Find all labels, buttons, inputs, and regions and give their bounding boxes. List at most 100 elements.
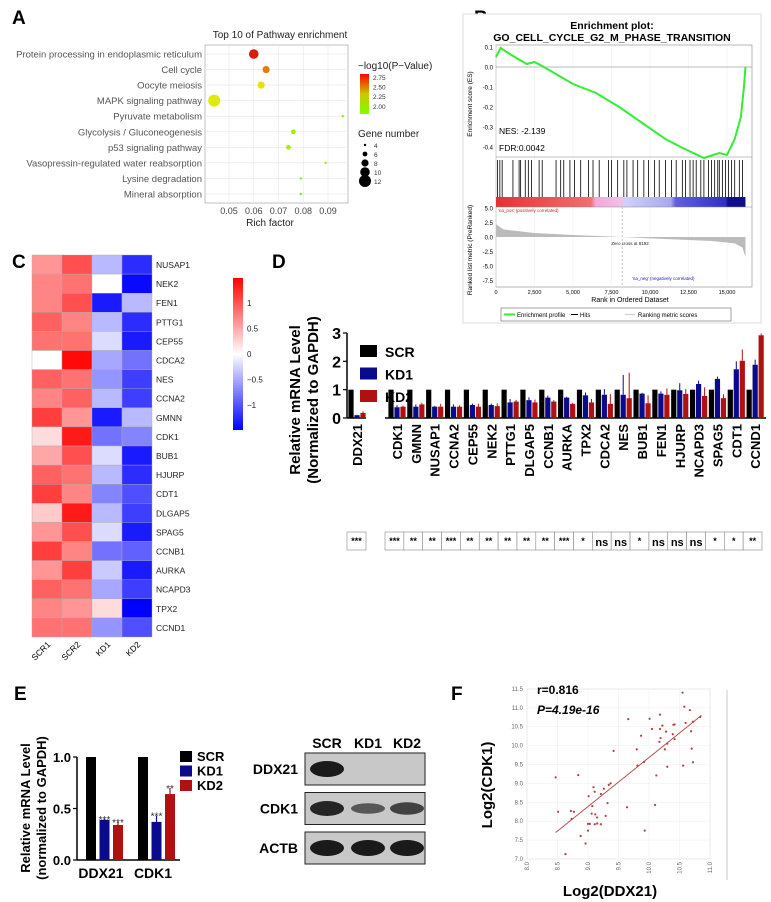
heatmap-cell xyxy=(61,331,93,351)
western-blot: SCR KD1 KD2 DDX21 CDK1 ACTB xyxy=(253,735,426,865)
heatmap-cell xyxy=(61,522,93,542)
bar xyxy=(494,406,500,418)
panel-frame xyxy=(462,13,762,324)
row-label: BUB1 xyxy=(156,451,178,461)
row-label: CCNB1 xyxy=(156,547,185,557)
correlation-text: r=0.816 xyxy=(537,683,579,697)
y-tick-label: 0.5 xyxy=(53,802,71,817)
heatmap-cell xyxy=(31,350,63,370)
heatmap-cell xyxy=(121,426,153,447)
bar xyxy=(739,360,745,418)
color-scale-tick: −1 xyxy=(247,401,257,410)
heatmap-cell xyxy=(91,407,123,428)
color-legend-bar xyxy=(360,74,369,114)
protein-label: CDK1 xyxy=(260,801,298,817)
y2-tick-label: 5.0 xyxy=(485,207,494,213)
correlation-color-bar xyxy=(496,197,746,207)
y2-tick-label: 2.5 xyxy=(485,221,494,227)
bar xyxy=(488,404,494,418)
data-point xyxy=(666,742,669,745)
x-tick-label: 10,000 xyxy=(642,290,659,296)
data-point xyxy=(663,748,666,751)
data-point xyxy=(596,816,599,819)
significance-label: *** xyxy=(351,536,362,546)
x-tick-label: NCAPD3 xyxy=(692,424,707,477)
bar xyxy=(758,335,764,418)
x-tick-label: 2,500 xyxy=(528,290,542,296)
bar xyxy=(551,401,557,418)
significance-label: ** xyxy=(429,536,437,546)
heatmap-cell xyxy=(91,484,123,504)
heatmap-cell xyxy=(91,464,123,485)
x-tick-label: SPAG5 xyxy=(710,424,725,467)
heatmap-cell xyxy=(31,331,63,351)
heatmap-cell xyxy=(121,254,153,275)
bar xyxy=(746,389,752,418)
x-tick-label: NEK2 xyxy=(484,424,499,459)
bar xyxy=(394,407,400,418)
significance-label: ns xyxy=(614,537,627,549)
legend-label-profile: Enrichment profile xyxy=(517,313,566,319)
heatmap-cell xyxy=(121,388,153,409)
data-point xyxy=(612,749,615,752)
heatmap-cell xyxy=(31,369,63,389)
zero-cross-label: Zero cross at 8192 xyxy=(611,241,649,246)
row-label: CDK1 xyxy=(156,432,179,442)
significance-label: ** xyxy=(166,784,174,795)
bar xyxy=(501,389,507,418)
row-label: SPAG5 xyxy=(156,527,184,537)
row-label: GMNN xyxy=(156,413,182,423)
bar xyxy=(520,389,526,418)
data-point xyxy=(604,814,607,818)
x-tick-label: 0 xyxy=(494,290,497,296)
heatmap-cell xyxy=(61,350,93,370)
data-point xyxy=(341,115,345,118)
data-point xyxy=(699,715,702,718)
y-tick-label: 8.5 xyxy=(515,800,524,806)
x-tick-label: CDK1 xyxy=(134,865,172,881)
panel-label-f: F xyxy=(451,684,463,705)
heatmap-cell xyxy=(31,407,63,428)
x-tick-label: 9.0 xyxy=(586,861,592,870)
heatmap-cell xyxy=(91,445,123,466)
y-axis-label: Relative mRNA Level xyxy=(18,743,33,873)
heatmap-cell xyxy=(121,350,153,370)
size-legend-dot xyxy=(363,143,367,147)
bar xyxy=(419,404,425,418)
bar xyxy=(348,389,354,418)
bar xyxy=(438,406,444,418)
panel-e-bar-chart: 0.0 0.5 1.0 Relative mRNA Level (normalized … xyxy=(18,736,225,881)
y2-tick-label: -2.5 xyxy=(483,250,494,256)
bar xyxy=(444,389,451,418)
data-point xyxy=(681,691,684,694)
bar xyxy=(683,393,689,418)
heatmap-cell xyxy=(31,598,63,619)
data-point xyxy=(655,774,658,777)
significance-label: *** xyxy=(446,536,457,546)
x-tick-label: 11.0 xyxy=(708,861,714,873)
significance-label: * xyxy=(732,536,736,546)
x-tick-label: CEP55 xyxy=(465,424,480,465)
heatmap-cell xyxy=(31,312,63,332)
x-tick-label: GMNN xyxy=(409,424,424,464)
data-point xyxy=(691,761,695,764)
y-tick-label: 10.0 xyxy=(511,744,523,750)
legend-label: KD1 xyxy=(385,367,413,383)
data-point xyxy=(689,730,693,733)
data-point xyxy=(569,809,573,813)
color-scale-tick: 0 xyxy=(247,350,252,359)
bar xyxy=(413,406,419,418)
heatmap-cell xyxy=(61,464,93,485)
row-label: DLGAP5 xyxy=(156,508,190,518)
y-axis-label: Relative mRNA Level xyxy=(287,325,304,475)
color-legend-tick: 2.25 xyxy=(373,94,386,101)
color-scale-tick: 0.5 xyxy=(247,325,259,334)
significance-label: ** xyxy=(749,536,757,546)
bar xyxy=(99,819,110,860)
heatmap-cell xyxy=(31,254,63,275)
bar xyxy=(138,757,148,860)
row-label: FEN1 xyxy=(156,298,178,308)
legend-swatch xyxy=(360,345,377,357)
data-point xyxy=(554,776,557,779)
